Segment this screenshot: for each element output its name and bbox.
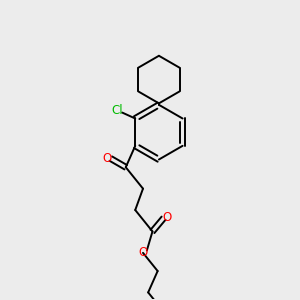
Text: Cl: Cl xyxy=(111,104,123,117)
Text: O: O xyxy=(138,246,148,259)
Text: O: O xyxy=(163,211,172,224)
Text: O: O xyxy=(102,152,112,165)
